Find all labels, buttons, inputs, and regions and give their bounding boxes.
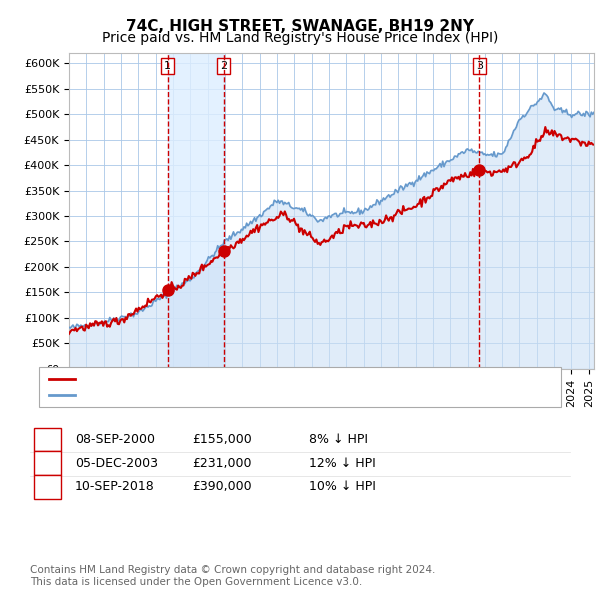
Text: 10-SEP-2018: 10-SEP-2018 <box>75 480 155 493</box>
Text: 1: 1 <box>164 61 171 71</box>
Text: £155,000: £155,000 <box>192 433 252 446</box>
Text: 08-SEP-2000: 08-SEP-2000 <box>75 433 155 446</box>
Text: 12% ↓ HPI: 12% ↓ HPI <box>309 457 376 470</box>
Text: 8% ↓ HPI: 8% ↓ HPI <box>309 433 368 446</box>
Text: Contains HM Land Registry data © Crown copyright and database right 2024.
This d: Contains HM Land Registry data © Crown c… <box>30 565 436 587</box>
Bar <box>167 53 224 369</box>
Text: 2: 2 <box>220 61 227 71</box>
Text: 10% ↓ HPI: 10% ↓ HPI <box>309 480 376 493</box>
Text: 3: 3 <box>476 61 483 71</box>
Text: 74C, HIGH STREET, SWANAGE, BH19 2NY (detached house): 74C, HIGH STREET, SWANAGE, BH19 2NY (det… <box>79 373 452 386</box>
Text: 3: 3 <box>44 480 52 493</box>
Text: £390,000: £390,000 <box>192 480 251 493</box>
Text: 2: 2 <box>44 457 52 470</box>
Text: 74C, HIGH STREET, SWANAGE, BH19 2NY: 74C, HIGH STREET, SWANAGE, BH19 2NY <box>126 19 474 34</box>
Text: HPI: Average price, detached house, Dorset: HPI: Average price, detached house, Dors… <box>79 388 353 401</box>
Text: 05-DEC-2003: 05-DEC-2003 <box>75 457 158 470</box>
Text: 1: 1 <box>44 433 52 446</box>
Text: £231,000: £231,000 <box>192 457 251 470</box>
Text: Price paid vs. HM Land Registry's House Price Index (HPI): Price paid vs. HM Land Registry's House … <box>102 31 498 45</box>
